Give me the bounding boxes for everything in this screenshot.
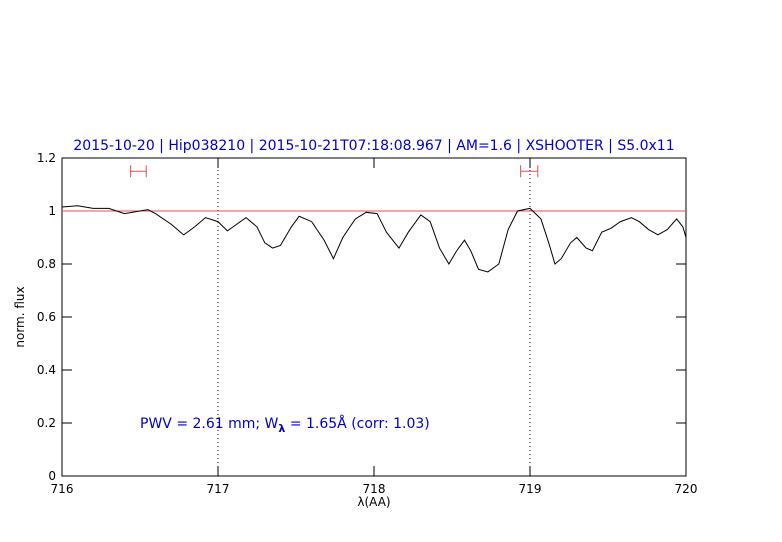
y-tick-label: 0.2 <box>37 416 56 430</box>
y-tick-label: 0.4 <box>37 363 56 377</box>
spectrum-line <box>61 205 687 273</box>
annotation-subscript: λ <box>278 422 285 435</box>
annotation: PWV = 2.61 mm; Wλ = 1.65Å (corr: 1.03) <box>140 415 430 435</box>
x-tick-label: 720 <box>675 482 698 496</box>
y-tick-label: 1 <box>48 204 56 218</box>
annotation-rest: = 1.65Å (corr: 1.03) <box>285 415 429 432</box>
x-tick-label: 718 <box>363 482 386 496</box>
x-axis-label: λ(AA) <box>357 495 390 509</box>
y-tick-label: 0 <box>48 469 56 483</box>
annotation-text: PWV = 2.61 mm; W <box>140 416 279 432</box>
y-axis-label: norm. flux <box>13 286 27 347</box>
y-tick-label: 0.8 <box>37 257 56 271</box>
x-tick-label: 717 <box>207 482 230 496</box>
chart-title: 2015-10-20 | Hip038210 | 2015-10-21T07:1… <box>73 138 674 154</box>
x-tick-label: 719 <box>519 482 542 496</box>
x-tick-label: 716 <box>51 482 74 496</box>
y-tick-label: 1.2 <box>37 151 56 165</box>
y-tick-label: 0.6 <box>37 310 56 324</box>
